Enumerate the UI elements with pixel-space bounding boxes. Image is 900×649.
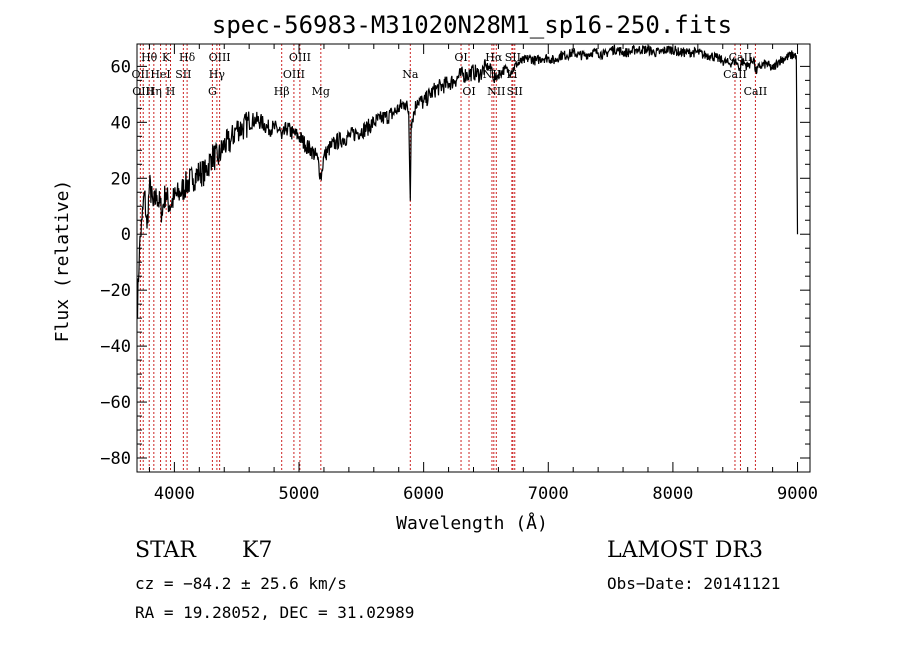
x-axis: 4000 5000 6000 7000 8000 9000 [148,44,818,504]
y-tick-label: −80 [100,449,131,469]
x-tick-label: 6000 [403,484,444,504]
spectral-line-label: OI [462,85,475,98]
x-tick-label: 5000 [279,484,320,504]
spectral-line-label: SII [505,51,521,64]
y-tick-label: −40 [100,337,131,357]
spectral-line-label: Hδ [179,51,196,64]
x-tick-label: 9000 [777,484,818,504]
spectral-line-label: K [162,51,171,64]
spectral-line-label: OII [132,68,150,81]
redshift-cz: cz = −84.2 ± 25.6 km/s [135,574,347,593]
spectral-line-label: OIII [283,68,305,81]
spectral-line-label: CaII [723,68,747,81]
chart-title: spec-56983-M31020N28M1_sp16-250.fits [212,11,732,39]
y-tick-label: −60 [100,393,131,413]
spectral-line-label: Hα [485,51,503,64]
spectral-line-label: OI [454,51,467,64]
spectral-line-label: Hη [146,85,162,98]
x-tick-label: 7000 [528,484,569,504]
spectral-line-label: HeI [150,68,170,81]
object-class: STAR [135,538,196,563]
spectral-line-label: NII [487,85,505,98]
spectral-line-label: SII [175,68,191,81]
spectral-line-label: Hθ [141,51,158,64]
observation-date: Obs−Date: 20141121 [607,574,781,593]
y-tick-label: −20 [100,281,131,301]
spectral-line-label: CaII [744,85,768,98]
subclass: K7 [242,538,273,563]
y-tick-label: 60 [111,57,131,77]
plot-frame [136,43,811,473]
spectrum-line [136,44,799,319]
spectral-line-label: G [208,85,217,98]
y-tick-label: 0 [121,225,131,245]
y-tick-label: 40 [111,113,131,133]
y-axis-label: Flux (relative) [52,180,73,343]
spectral-line-label: SII [507,85,523,98]
y-tick-label: 20 [111,169,131,189]
spectral-line-label: OIII [289,51,311,64]
y-axis: −80 −60 −40 −20 0 20 40 60 [100,57,810,469]
spectral-line-label: H [166,85,176,98]
spectral-line-label: Mg [312,85,330,98]
x-tick-label: 4000 [154,484,195,504]
spectral-line-label: Na [402,68,419,81]
coordinates: RA = 19.28052, DEC = 31.02989 [135,603,415,622]
spectral-line-label: OIII [209,51,231,64]
survey-name: LAMOST DR3 [607,538,763,563]
x-axis-label: Wavelength (Å) [396,512,548,534]
x-tick-label: 8000 [652,484,693,504]
spectral-line-label: Hγ [209,68,226,81]
spectral-lines [139,44,756,472]
spectral-line-label: Hβ [274,85,290,98]
